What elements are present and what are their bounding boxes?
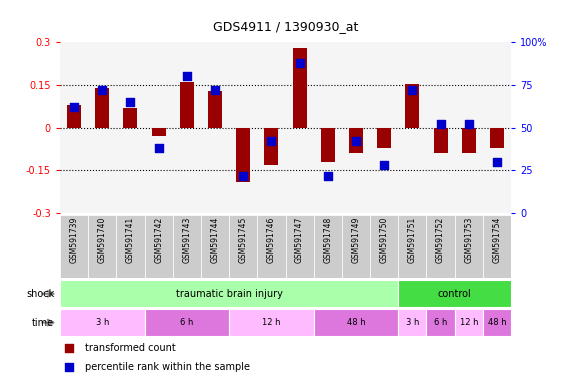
Text: 6 h: 6 h xyxy=(434,318,447,327)
Text: 48 h: 48 h xyxy=(347,318,365,327)
Point xyxy=(65,364,74,371)
Point xyxy=(126,99,135,105)
Bar xyxy=(483,215,511,278)
Bar xyxy=(313,215,342,278)
Bar xyxy=(116,215,144,278)
Bar xyxy=(490,127,504,147)
Bar xyxy=(264,127,279,165)
Bar xyxy=(88,215,116,278)
Bar xyxy=(208,91,222,127)
Text: GSM591745: GSM591745 xyxy=(239,217,248,263)
Text: 12 h: 12 h xyxy=(262,318,281,327)
Bar xyxy=(349,127,363,153)
Text: GSM591750: GSM591750 xyxy=(380,217,389,263)
Point xyxy=(70,104,79,110)
Bar xyxy=(229,215,258,278)
Point xyxy=(98,87,107,93)
Text: GSM591748: GSM591748 xyxy=(323,217,332,263)
Bar xyxy=(399,280,511,307)
Bar xyxy=(342,215,370,278)
Text: GSM591743: GSM591743 xyxy=(182,217,191,263)
Text: GDS4911 / 1390930_at: GDS4911 / 1390930_at xyxy=(213,20,358,33)
Bar xyxy=(405,84,420,127)
Point xyxy=(492,159,501,165)
Text: GSM591751: GSM591751 xyxy=(408,217,417,263)
Bar xyxy=(377,127,391,147)
Bar xyxy=(236,127,250,182)
Bar xyxy=(427,215,455,278)
Text: GSM591744: GSM591744 xyxy=(211,217,219,263)
Bar xyxy=(455,215,483,278)
Text: GSM591740: GSM591740 xyxy=(98,217,107,263)
Text: GSM591742: GSM591742 xyxy=(154,217,163,263)
Bar xyxy=(258,215,286,278)
Bar xyxy=(286,215,313,278)
Point xyxy=(65,344,74,351)
Bar xyxy=(313,309,399,336)
Bar xyxy=(173,215,201,278)
Bar xyxy=(433,127,448,153)
Text: GSM591752: GSM591752 xyxy=(436,217,445,263)
Text: shock: shock xyxy=(26,289,54,299)
Bar xyxy=(483,309,511,336)
Text: GSM591741: GSM591741 xyxy=(126,217,135,263)
Text: 3 h: 3 h xyxy=(95,318,109,327)
Point xyxy=(408,87,417,93)
Text: 3 h: 3 h xyxy=(405,318,419,327)
Point xyxy=(211,87,220,93)
Bar xyxy=(180,82,194,127)
Bar xyxy=(67,105,81,127)
Text: GSM591753: GSM591753 xyxy=(464,217,473,263)
Bar xyxy=(427,309,455,336)
Text: GSM591754: GSM591754 xyxy=(492,217,501,263)
Point xyxy=(323,172,332,179)
Bar xyxy=(95,88,109,127)
Bar xyxy=(60,280,399,307)
Bar xyxy=(455,309,483,336)
Bar xyxy=(151,127,166,136)
Bar xyxy=(144,215,173,278)
Text: 6 h: 6 h xyxy=(180,318,194,327)
Bar xyxy=(370,215,399,278)
Bar xyxy=(229,309,313,336)
Text: control: control xyxy=(438,289,472,299)
Text: transformed count: transformed count xyxy=(85,343,175,353)
Bar xyxy=(399,215,427,278)
Text: GSM591749: GSM591749 xyxy=(352,217,360,263)
Text: traumatic brain injury: traumatic brain injury xyxy=(176,289,283,299)
Text: time: time xyxy=(32,318,54,328)
Bar xyxy=(123,108,138,127)
Point xyxy=(154,145,163,151)
Text: percentile rank within the sample: percentile rank within the sample xyxy=(85,362,250,372)
Bar xyxy=(144,309,229,336)
Bar xyxy=(292,48,307,127)
Point xyxy=(295,60,304,66)
Point xyxy=(182,73,191,79)
Text: GSM591739: GSM591739 xyxy=(70,217,79,263)
Point xyxy=(436,121,445,127)
Bar xyxy=(399,309,427,336)
Bar xyxy=(321,127,335,162)
Point xyxy=(267,138,276,144)
Text: 48 h: 48 h xyxy=(488,318,506,327)
Text: 12 h: 12 h xyxy=(460,318,478,327)
Bar xyxy=(462,127,476,153)
Point xyxy=(464,121,473,127)
Text: GSM591747: GSM591747 xyxy=(295,217,304,263)
Point xyxy=(380,162,389,168)
Bar xyxy=(60,309,144,336)
Point xyxy=(351,138,360,144)
Bar xyxy=(201,215,229,278)
Point xyxy=(239,172,248,179)
Text: GSM591746: GSM591746 xyxy=(267,217,276,263)
Bar xyxy=(60,215,88,278)
